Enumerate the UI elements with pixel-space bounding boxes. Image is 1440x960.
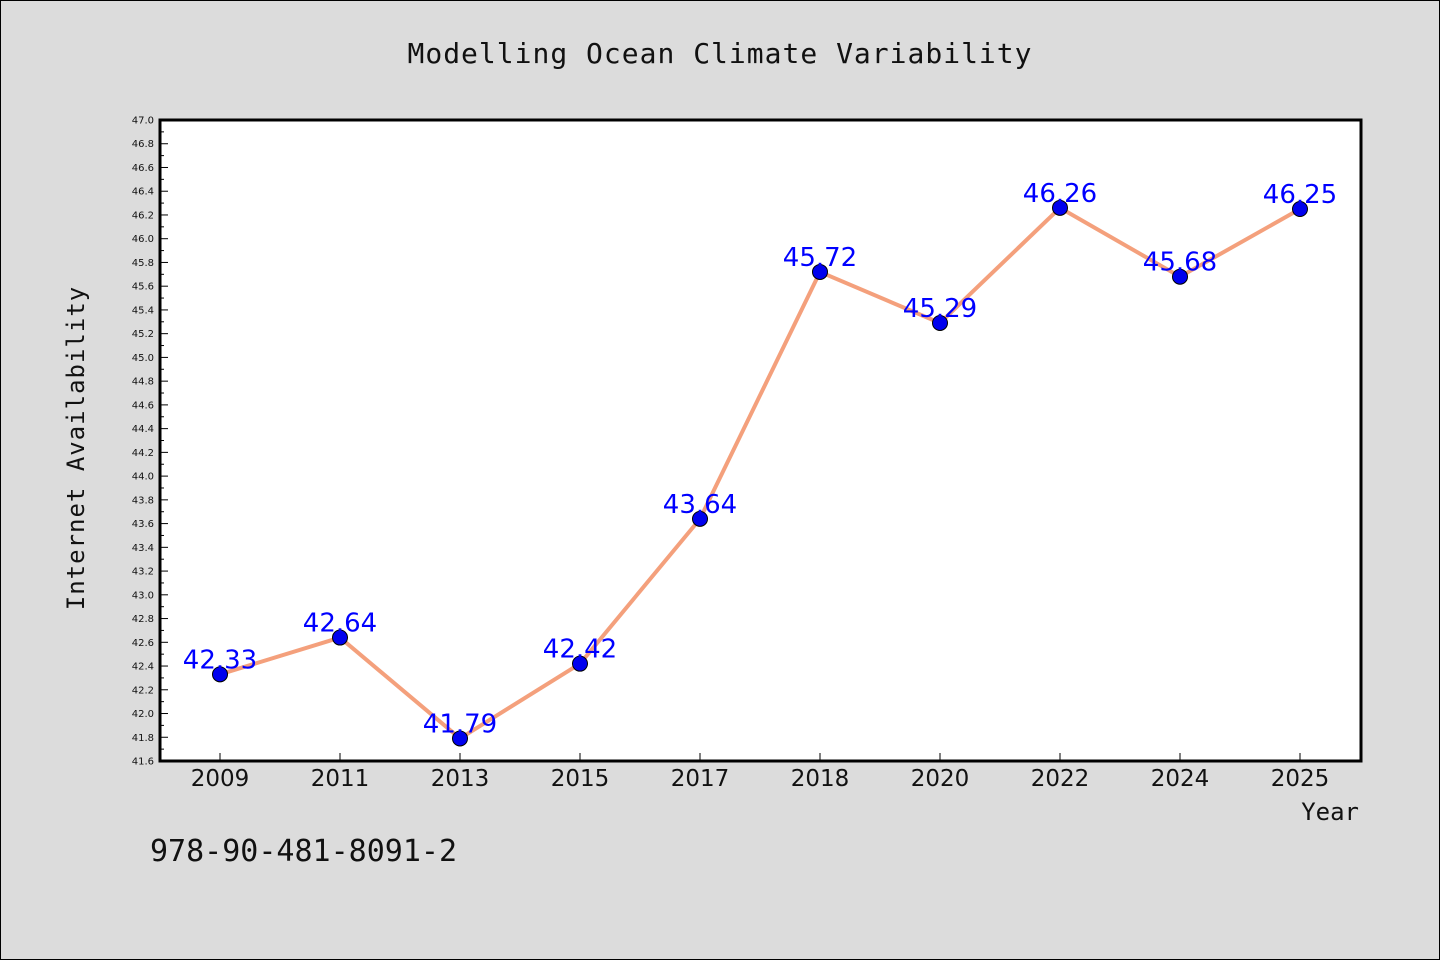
y-tick-label: 45.4 xyxy=(132,305,154,316)
x-tick-label: 2024 xyxy=(1151,766,1210,792)
data-label: 45.72 xyxy=(783,243,857,273)
y-axis: 41.6 41.8 42.0 42.2 42.4 42.6 42.8 43.0 43.2 43.4… xyxy=(132,116,168,768)
y-tick-label: 43.2 xyxy=(132,567,154,578)
y-tick-label: 46.6 xyxy=(132,163,154,174)
y-tick-label: 41.8 xyxy=(132,733,154,744)
y-tick-label: 44.6 xyxy=(132,400,154,411)
y-axis-label: Internet Availability xyxy=(62,286,90,610)
data-label: 42.33 xyxy=(183,645,257,675)
y-tick-label: 45.6 xyxy=(132,282,154,293)
y-tick-label: 43.0 xyxy=(132,590,154,601)
x-tick-label: 2022 xyxy=(1031,766,1090,792)
y-tick-label: 42.0 xyxy=(132,709,154,720)
data-point xyxy=(1052,199,1068,216)
plot-area xyxy=(158,118,1363,763)
y-tick-label: 42.2 xyxy=(132,685,154,696)
y-tick-label: 43.4 xyxy=(132,543,154,554)
x-tick-label: 2017 xyxy=(671,766,730,792)
data-point xyxy=(212,666,228,683)
x-tick-label: 2013 xyxy=(431,766,490,792)
data-label: 43.64 xyxy=(663,490,737,520)
chart-title: Modelling Ocean Climate Variability xyxy=(407,37,1032,70)
y-tick-label: 46.4 xyxy=(132,187,154,198)
data-point xyxy=(812,263,828,280)
data-label: 45.29 xyxy=(903,294,977,324)
data-point xyxy=(1292,201,1308,218)
data-point xyxy=(452,730,468,747)
y-tick-label: 45.8 xyxy=(132,258,154,269)
y-tick-label: 43.6 xyxy=(132,519,154,530)
data-label: 45.68 xyxy=(1143,248,1217,278)
data-labels-group: 42.33 42.64 41.79 42.42 43.64 45.72 45.29 46.26… xyxy=(183,179,1337,740)
y-tick-label: 44.4 xyxy=(132,424,154,435)
x-tick-label: 2020 xyxy=(911,766,970,792)
y-tick-label: 41.6 xyxy=(132,757,154,768)
y-tick-label: 42.4 xyxy=(132,662,154,673)
x-axis: 2009 2011 2013 2015 2017 2018 2020 2022 2024 2025 xyxy=(191,753,1330,792)
x-tick-label: 2015 xyxy=(551,766,610,792)
data-point xyxy=(572,655,588,672)
series-group xyxy=(212,199,1308,747)
data-label: 46.26 xyxy=(1023,179,1097,209)
y-tick-label: 42.8 xyxy=(132,614,154,625)
y-tick-label: 45.2 xyxy=(132,329,154,340)
x-axis-label: Year xyxy=(1301,798,1359,826)
y-tick-label: 44.0 xyxy=(132,472,154,483)
data-point xyxy=(692,510,708,527)
y-tick-label: 44.2 xyxy=(132,448,154,459)
data-label: 42.42 xyxy=(543,635,617,665)
y-tick-label: 45.0 xyxy=(132,353,154,364)
data-label: 46.25 xyxy=(1263,180,1337,210)
y-tick-label: 43.8 xyxy=(132,495,154,506)
data-point xyxy=(332,629,348,646)
data-point xyxy=(1172,268,1188,285)
x-tick-label: 2009 xyxy=(191,766,250,792)
isbn-text: 978-90-481-8091-2 xyxy=(150,834,458,869)
series-line xyxy=(218,205,1302,741)
x-tick-label: 2025 xyxy=(1271,766,1330,792)
y-tick-label: 44.8 xyxy=(132,377,154,388)
data-label: 42.64 xyxy=(303,609,377,639)
y-tick-label: 46.8 xyxy=(132,139,154,150)
x-tick-label: 2018 xyxy=(791,766,850,792)
y-tick-label: 46.2 xyxy=(132,210,154,221)
y-tick-label: 42.6 xyxy=(132,638,154,649)
y-tick-label: 46.0 xyxy=(132,234,154,245)
data-label: 41.79 xyxy=(423,709,497,739)
y-tick-label: 47.0 xyxy=(132,116,154,127)
data-point xyxy=(932,314,948,331)
x-tick-label: 2011 xyxy=(311,766,370,792)
